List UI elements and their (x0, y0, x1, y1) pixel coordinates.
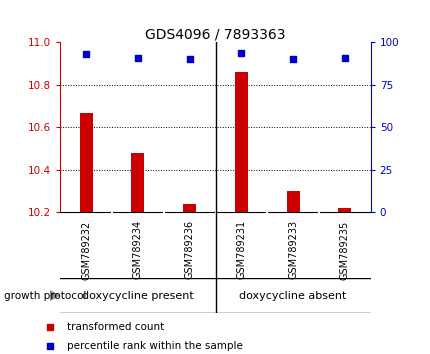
Point (46, 324, 53, 330)
Text: GSM789234: GSM789234 (132, 220, 143, 279)
Bar (234, 72, 247, 212)
Text: GSM789231: GSM789231 (236, 220, 246, 279)
Text: doxycycline present: doxycycline present (82, 291, 194, 301)
Text: GSM789232: GSM789232 (81, 220, 91, 280)
Point (186, 57, 193, 62)
Bar (183, 204, 196, 212)
Text: GSM789233: GSM789233 (287, 220, 298, 279)
Bar (286, 191, 299, 212)
Bar (131, 153, 144, 212)
Text: GSM789235: GSM789235 (339, 220, 349, 280)
Bar (80, 113, 92, 212)
Point (46, 343, 53, 349)
Point (237, 50, 244, 56)
Point (134, 55, 141, 61)
Point (341, 55, 347, 61)
Point (289, 57, 296, 62)
Text: GSM789236: GSM789236 (184, 220, 194, 279)
Text: percentile rank within the sample: percentile rank within the sample (66, 341, 242, 351)
Text: growth protocol: growth protocol (4, 291, 86, 301)
Polygon shape (49, 291, 59, 301)
Bar (338, 208, 350, 212)
Point (83, 52, 89, 57)
Text: transformed count: transformed count (66, 322, 163, 332)
Text: doxycycline absent: doxycycline absent (239, 291, 346, 301)
Title: GDS4096 / 7893363: GDS4096 / 7893363 (145, 27, 285, 41)
